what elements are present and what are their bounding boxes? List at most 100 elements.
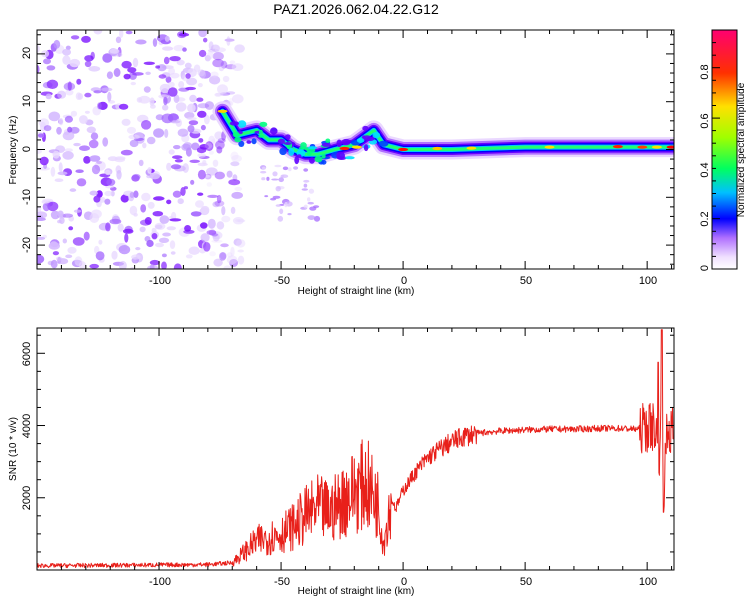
noise-blob bbox=[116, 170, 122, 180]
noise-blob bbox=[88, 66, 101, 72]
noise-blob bbox=[102, 53, 113, 63]
snr-frame bbox=[36, 327, 675, 571]
scatter-blob bbox=[277, 215, 284, 222]
noise-blob bbox=[230, 246, 235, 257]
noise-blob bbox=[104, 198, 111, 205]
noise-blob bbox=[186, 117, 197, 121]
ridge-blob bbox=[238, 140, 245, 147]
noise-blob bbox=[214, 47, 226, 53]
noise-blob bbox=[95, 251, 105, 261]
noise-blob bbox=[57, 210, 64, 218]
hot-spot bbox=[637, 145, 648, 149]
ridge-blob bbox=[306, 150, 312, 156]
noise-blob bbox=[177, 128, 189, 137]
noise-blob bbox=[211, 233, 218, 237]
ridge-blob bbox=[365, 136, 375, 141]
noise-blob bbox=[132, 57, 139, 68]
noise-blob bbox=[89, 155, 101, 162]
noise-blob bbox=[183, 186, 188, 190]
noise-blob bbox=[46, 79, 59, 90]
noise-blob bbox=[208, 41, 214, 50]
colorbar-tick-label-2: 0.2 bbox=[699, 211, 711, 226]
noise-blob bbox=[129, 205, 138, 216]
scatter-blob bbox=[288, 167, 292, 172]
ridge-blob bbox=[325, 138, 331, 143]
noise-blob bbox=[231, 191, 243, 199]
noise-blob bbox=[83, 231, 90, 241]
top-yaxis-label: Frequency (Hz) bbox=[8, 116, 19, 185]
ridge-blob bbox=[232, 131, 240, 138]
noise-blob bbox=[223, 265, 232, 269]
scatter-blob bbox=[307, 197, 311, 202]
noise-blob bbox=[204, 142, 213, 149]
scatter-blob bbox=[271, 178, 279, 181]
noise-blob bbox=[52, 251, 60, 256]
noise-blob bbox=[93, 30, 103, 35]
scatter-blob bbox=[282, 166, 289, 171]
noise-blob bbox=[115, 36, 122, 44]
ridge-blob bbox=[270, 127, 278, 135]
noise-blob bbox=[37, 44, 40, 53]
scatter-blob bbox=[284, 201, 288, 208]
noise-blob bbox=[197, 192, 204, 196]
ridge-blob bbox=[283, 142, 292, 145]
noise-blob bbox=[209, 75, 221, 85]
noise-blob bbox=[169, 218, 182, 222]
top-xtick-label-1: -100 bbox=[149, 275, 171, 287]
noise-blob bbox=[203, 242, 211, 252]
noise-blob bbox=[152, 38, 158, 47]
noise-blob bbox=[185, 73, 191, 79]
spectrogram-ticks bbox=[37, 30, 674, 269]
noise-blob bbox=[216, 221, 225, 230]
noise-blob bbox=[41, 200, 49, 204]
noise-blob bbox=[173, 44, 185, 52]
noise-blob bbox=[226, 91, 236, 95]
noise-blob bbox=[200, 233, 210, 243]
noise-blob bbox=[204, 101, 214, 110]
noise-blob bbox=[168, 149, 175, 155]
noise-blob bbox=[130, 81, 136, 86]
noise-blob bbox=[220, 60, 228, 69]
noise-blob bbox=[231, 155, 243, 162]
scatter-blob bbox=[287, 213, 292, 216]
noise-blob bbox=[42, 202, 51, 212]
noise-blob bbox=[162, 232, 172, 237]
noise-blob bbox=[102, 137, 109, 147]
colorbar-ticks bbox=[712, 42, 720, 270]
noise-blob bbox=[43, 58, 51, 65]
noise-blob bbox=[173, 94, 180, 103]
noise-blob bbox=[155, 65, 161, 69]
bottom-yaxis-label: SNR (10 * v/v) bbox=[8, 417, 19, 481]
noise-blob bbox=[185, 254, 193, 259]
noise-blob bbox=[195, 200, 204, 208]
noise-blob bbox=[107, 91, 112, 102]
noise-blob bbox=[132, 173, 141, 180]
noise-blob bbox=[67, 81, 72, 91]
noise-blob bbox=[109, 218, 122, 225]
noise-blob bbox=[104, 169, 111, 175]
noise-blob bbox=[69, 126, 80, 134]
bottom-xtick-label-3: 0 bbox=[401, 576, 407, 588]
bottom-xtick-label-1: -100 bbox=[149, 576, 171, 588]
noise-blob bbox=[76, 78, 82, 85]
noise-blob bbox=[159, 83, 171, 94]
noise-blob bbox=[173, 145, 181, 150]
noise-blob bbox=[52, 150, 60, 159]
noise-blob bbox=[118, 245, 131, 255]
noise-blob bbox=[204, 174, 210, 178]
noise-blob bbox=[212, 52, 224, 61]
noise-blob bbox=[196, 97, 204, 102]
noise-blob bbox=[120, 194, 129, 203]
noise-blob bbox=[184, 225, 192, 232]
ridge-blob bbox=[341, 138, 351, 146]
noise-blob bbox=[220, 243, 229, 248]
scatter-blob bbox=[313, 215, 321, 222]
noise-blob bbox=[57, 258, 69, 265]
ridge-blob bbox=[251, 138, 257, 145]
noise-blob bbox=[70, 35, 80, 40]
ridge-blob bbox=[229, 121, 240, 126]
noise-blob bbox=[204, 55, 211, 62]
scatter-blob bbox=[280, 174, 289, 178]
ridge-blob bbox=[321, 153, 326, 159]
noise-blob bbox=[207, 218, 216, 229]
